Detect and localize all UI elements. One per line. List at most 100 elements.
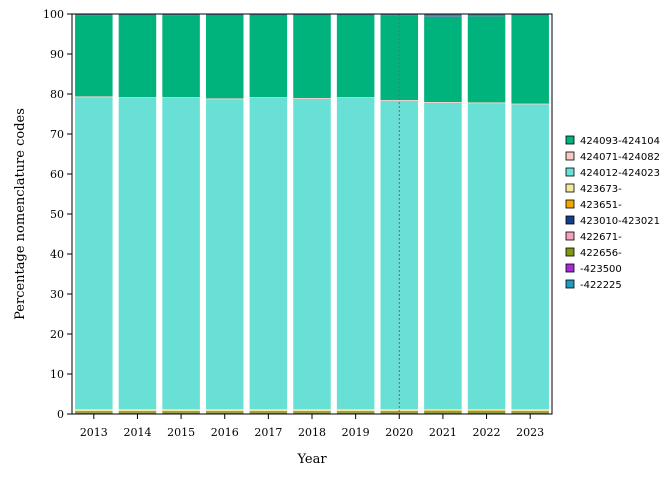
legend-label: 423651- <box>580 200 622 211</box>
x-tick-label: 2014 <box>123 426 151 439</box>
bar-segment <box>336 97 375 98</box>
bar-segment <box>424 16 462 102</box>
bar-segment <box>162 15 200 98</box>
bar-segment <box>293 412 331 414</box>
bar-segment <box>249 411 288 412</box>
bar-segment <box>511 411 549 412</box>
bar-top-cap <box>205 14 244 16</box>
x-tick-label: 2013 <box>80 426 108 439</box>
bar-segment <box>380 15 419 101</box>
bar-segment <box>205 412 244 413</box>
bar-segment <box>511 412 549 414</box>
bar-segment <box>205 99 244 410</box>
y-tick-label: 40 <box>50 248 64 261</box>
bars-group <box>75 14 549 414</box>
x-tick-label: 2015 <box>167 426 195 439</box>
bar-segment <box>249 97 288 98</box>
bar-segment <box>467 102 506 104</box>
bar-segment <box>293 410 331 412</box>
bar-segment <box>511 409 549 411</box>
bar-segment <box>75 412 113 413</box>
bar-segment <box>511 411 549 413</box>
x-tick-label: 2020 <box>385 426 413 439</box>
y-tick-label: 20 <box>50 328 64 341</box>
bar-segment <box>424 410 462 412</box>
bar-segment <box>511 410 549 412</box>
bar-segment <box>162 410 200 412</box>
legend: 424093-424104 424071-424082 424012-424023 4… <box>565 135 660 291</box>
y-tick-label: 100 <box>43 8 64 21</box>
bar-segment <box>75 97 113 410</box>
bar-top-cap <box>75 14 113 16</box>
bar-segment <box>467 412 506 414</box>
legend-swatch <box>565 199 575 209</box>
bar-segment <box>467 16 506 103</box>
bar-segment <box>336 411 375 412</box>
bar-segment <box>293 98 331 99</box>
bar-segment <box>467 409 506 411</box>
bar-segment <box>380 412 419 413</box>
bar-segment <box>118 411 157 413</box>
bar-segment <box>118 412 157 413</box>
bar-segment <box>249 16 288 98</box>
bar-segment <box>118 98 157 410</box>
x-tick-label: 2017 <box>254 426 282 439</box>
legend-swatch <box>565 247 575 257</box>
y-tick-label: 0 <box>57 408 64 421</box>
bar-segment <box>205 409 244 411</box>
bar-segment <box>205 411 244 412</box>
bar-segment <box>511 103 549 105</box>
legend-swatch <box>565 151 575 161</box>
y-tick-label: 50 <box>50 208 64 221</box>
bar-segment <box>162 412 200 413</box>
bar-segment <box>75 410 113 412</box>
bar-segment <box>249 98 288 410</box>
bar-segment <box>293 98 331 410</box>
bar-segment <box>424 411 462 413</box>
bar-top-cap <box>467 14 506 17</box>
bar-segment <box>467 411 506 412</box>
x-tick-label: 2016 <box>211 426 239 439</box>
bar-segment <box>293 411 331 412</box>
bar-segment <box>75 412 113 414</box>
bar-segment <box>511 16 549 104</box>
bar-segment <box>336 98 375 410</box>
x-tick-label: 2023 <box>516 426 544 439</box>
bar-top-cap <box>424 14 462 17</box>
bar-segment <box>336 16 375 98</box>
y-axis-title: Percentage nomenclature codes <box>13 108 28 320</box>
bar-segment <box>424 412 462 414</box>
bar-segment <box>249 412 288 413</box>
bar-segment <box>75 96 113 98</box>
legend-swatch <box>565 183 575 193</box>
bar-segment <box>118 409 157 411</box>
legend-label: 423673- <box>580 184 622 195</box>
bar-segment <box>293 412 331 413</box>
bar-segment <box>511 104 549 410</box>
bar-segment <box>336 412 375 414</box>
legend-swatch <box>565 263 575 273</box>
y-tick-label: 10 <box>50 368 64 381</box>
bar-segment <box>75 15 113 97</box>
bar-segment <box>249 412 288 414</box>
bar-segment <box>162 412 200 414</box>
legend-swatch <box>565 215 575 225</box>
x-tick-label: 2022 <box>473 426 501 439</box>
bar-segment <box>205 411 244 413</box>
bar-segment <box>75 411 113 413</box>
x-axis: 2013 2014 2015 2016 2017 2018 2019 2020 2021 2022… <box>80 414 544 439</box>
legend-label: 423010-423021 <box>580 216 660 227</box>
y-tick-label: 70 <box>50 128 64 141</box>
legend-swatch <box>565 279 575 289</box>
legend-label: -422225 <box>580 280 622 291</box>
legend-swatch <box>565 135 575 145</box>
x-tick-label: 2021 <box>429 426 457 439</box>
bar-segment <box>424 102 462 410</box>
bar-segment <box>467 411 506 413</box>
bar-top-cap <box>249 14 288 16</box>
bar-segment <box>511 412 549 413</box>
bar-segment <box>424 411 462 412</box>
bar-segment <box>293 409 331 411</box>
bar-segment <box>205 98 244 100</box>
